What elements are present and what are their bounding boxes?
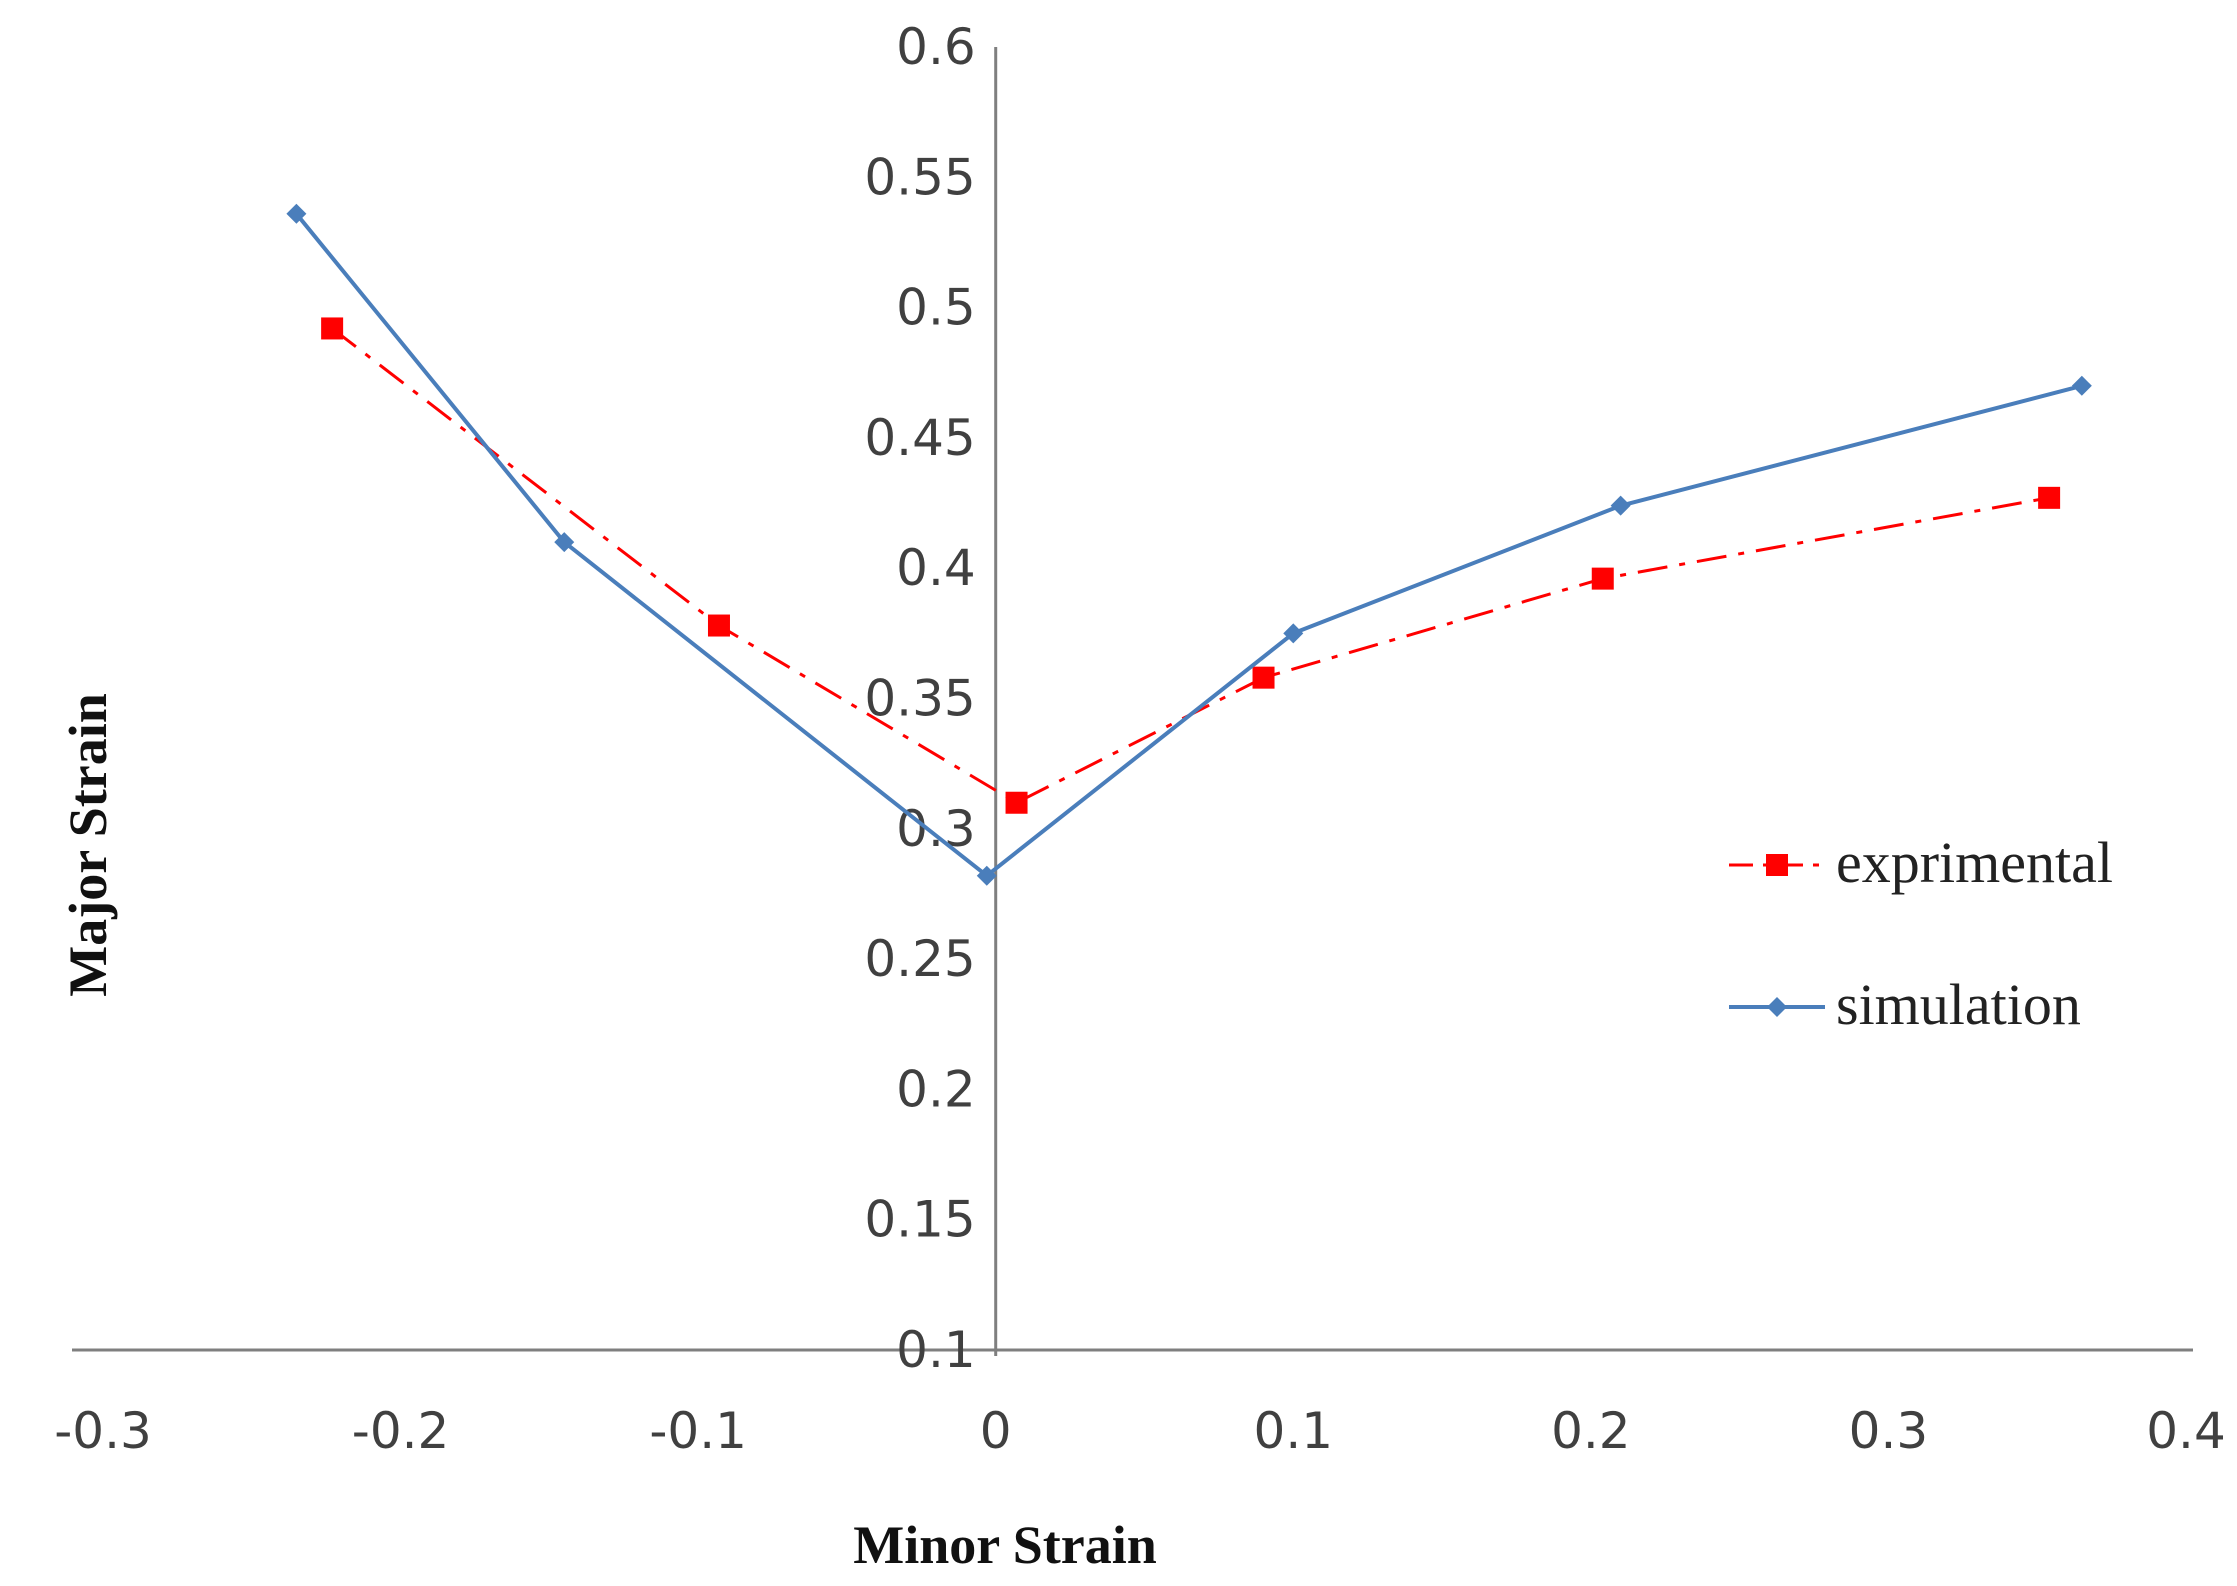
x-tick-labels: -0.3 -0.2 -0.1 0 0.1 0.2 0.3 0.4 bbox=[54, 1402, 2226, 1460]
series-line-exprimental bbox=[331, 327, 2050, 805]
legend-swatch-marker bbox=[1767, 997, 1787, 1017]
data-point-simulation bbox=[976, 865, 997, 886]
data-point-exprimental bbox=[1005, 791, 1028, 814]
y-tick-label: 0.4 bbox=[896, 539, 976, 597]
data-point-simulation bbox=[2071, 375, 2092, 396]
y-tick-label: 0.45 bbox=[864, 409, 975, 467]
legend-swatch-marker bbox=[1766, 854, 1788, 876]
y-tick-label: 0.25 bbox=[864, 930, 975, 988]
data-point-simulation bbox=[1610, 495, 1631, 516]
legend: exprimental simulation bbox=[1729, 830, 2113, 1037]
series-line-simulation bbox=[294, 212, 2083, 878]
y-tick-label: 0.1 bbox=[896, 1321, 976, 1379]
x-tick-label: 0.1 bbox=[1254, 1402, 1334, 1460]
x-tick-label: -0.2 bbox=[352, 1402, 450, 1460]
y-tick-label: 0.6 bbox=[896, 18, 976, 76]
x-axis-title: Minor Strain bbox=[853, 1515, 1157, 1575]
series-layer bbox=[286, 203, 2092, 886]
y-tick-label: 0.15 bbox=[864, 1191, 975, 1249]
data-point-exprimental bbox=[321, 317, 344, 340]
x-tick-label: -0.1 bbox=[649, 1402, 747, 1460]
x-tick-label: 0.4 bbox=[2146, 1402, 2226, 1460]
data-point-exprimental bbox=[1591, 567, 1614, 590]
y-tick-labels: 0.1 0.15 0.2 0.25 0.3 0.35 0.4 0.45 0.5 0.55 0.6 bbox=[864, 18, 975, 1379]
x-tick-label: -0.3 bbox=[54, 1402, 152, 1460]
legend-item-simulation: simulation bbox=[1729, 972, 2081, 1037]
x-tick-label: 0 bbox=[980, 1402, 1012, 1460]
data-point-exprimental bbox=[1252, 666, 1275, 689]
legend-label: exprimental bbox=[1836, 830, 2113, 895]
data-point-exprimental bbox=[2038, 486, 2061, 509]
axes bbox=[72, 47, 2193, 1356]
series-simulation bbox=[286, 203, 2092, 886]
y-tick-label: 0.3 bbox=[896, 800, 976, 858]
data-point-exprimental bbox=[707, 614, 730, 637]
x-tick-label: 0.2 bbox=[1551, 1402, 1631, 1460]
y-tick-label: 0.5 bbox=[896, 279, 976, 337]
legend-item-exprimental: exprimental bbox=[1729, 830, 2113, 895]
data-point-simulation bbox=[554, 532, 575, 553]
series-exprimental bbox=[321, 317, 2061, 814]
y-tick-label: 0.2 bbox=[896, 1060, 976, 1118]
y-tick-label: 0.55 bbox=[864, 148, 975, 206]
data-point-simulation bbox=[1283, 623, 1304, 644]
legend-label: simulation bbox=[1836, 972, 2081, 1037]
data-point-simulation bbox=[286, 203, 307, 224]
y-tick-label: 0.35 bbox=[864, 670, 975, 728]
y-axis-title: Major Strain bbox=[58, 693, 118, 996]
x-tick-label: 0.3 bbox=[1849, 1402, 1929, 1460]
